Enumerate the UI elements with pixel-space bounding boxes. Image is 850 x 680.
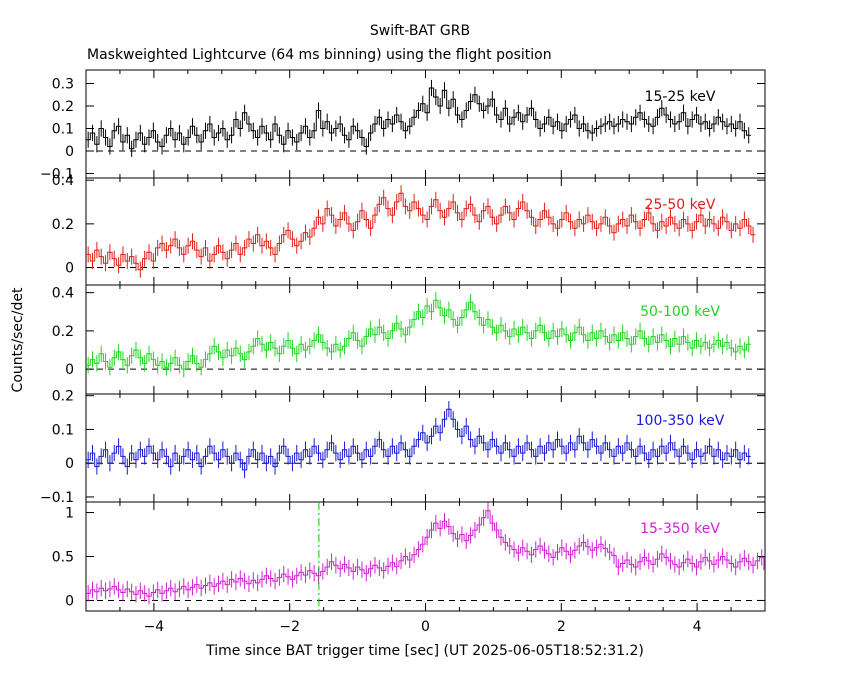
band-label: 25-50 keV bbox=[645, 197, 716, 213]
series-line bbox=[86, 192, 756, 271]
y-tick-label: 0.3 bbox=[52, 77, 74, 93]
panel-5: 0 0.5 1 15-350 keV bbox=[52, 501, 766, 612]
y-tick-label: 0.2 bbox=[52, 389, 74, 405]
panel-frame bbox=[85, 284, 766, 395]
panel-frame bbox=[85, 177, 766, 286]
panel-1: −0.1 0 0.1 0.2 0.3 15-25 keV bbox=[40, 69, 766, 183]
x-tick-label: 2 bbox=[557, 619, 566, 635]
x-tick-label: 4 bbox=[693, 619, 702, 635]
chart-subtitle: Maskweighted Lightcurve (64 ms binning) … bbox=[87, 47, 552, 63]
y-tick-label: 0.5 bbox=[52, 550, 74, 566]
band-label: 100-350 keV bbox=[636, 413, 725, 429]
y-tick-label: 0.1 bbox=[52, 122, 74, 138]
y-tick-label: 0.2 bbox=[52, 324, 74, 340]
x-tick-label: −4 bbox=[144, 619, 165, 635]
band-label: 15-25 keV bbox=[645, 89, 716, 105]
y-tick-label: 0.2 bbox=[52, 99, 74, 115]
y-tick-label: 0.4 bbox=[52, 173, 74, 189]
y-tick-label: 0 bbox=[65, 261, 74, 277]
series-1 bbox=[86, 79, 751, 157]
y-tick-label: 0 bbox=[65, 456, 74, 472]
series-5 bbox=[86, 502, 765, 605]
x-tick-label: 0 bbox=[421, 619, 430, 635]
series-2 bbox=[86, 185, 756, 278]
y-tick-label: 0.1 bbox=[52, 422, 74, 438]
y-tick-label: 0 bbox=[65, 144, 74, 160]
x-axis-label: Time since BAT trigger time [sec] (UT 20… bbox=[205, 643, 644, 659]
y-axis-label: Counts/sec/det bbox=[10, 287, 26, 392]
y-tick-label: 0 bbox=[65, 362, 74, 378]
chart-title: Swift-BAT GRB bbox=[370, 23, 470, 39]
y-tick-label: −0.1 bbox=[40, 490, 74, 506]
band-label: 15-350 keV bbox=[640, 521, 720, 537]
panel-3: 0 0.2 0.4 50-100 keV bbox=[52, 284, 766, 395]
series-3 bbox=[86, 292, 751, 378]
x-tick-label: −2 bbox=[279, 619, 300, 635]
panel-frame bbox=[85, 69, 766, 179]
y-tick-label: 0.4 bbox=[52, 286, 74, 302]
panel-4: −0.1 0 0.1 0.2 100-350 keV bbox=[40, 389, 766, 506]
y-tick-label: 1 bbox=[65, 506, 74, 522]
band-label: 50-100 keV bbox=[640, 304, 720, 320]
panel-2: 0 0.2 0.4 25-50 keV bbox=[52, 173, 766, 286]
y-tick-label: −0.1 bbox=[40, 167, 74, 183]
y-tick-label: 0 bbox=[65, 593, 74, 609]
y-tick-label: 0.2 bbox=[52, 217, 74, 233]
series-4 bbox=[86, 401, 751, 479]
